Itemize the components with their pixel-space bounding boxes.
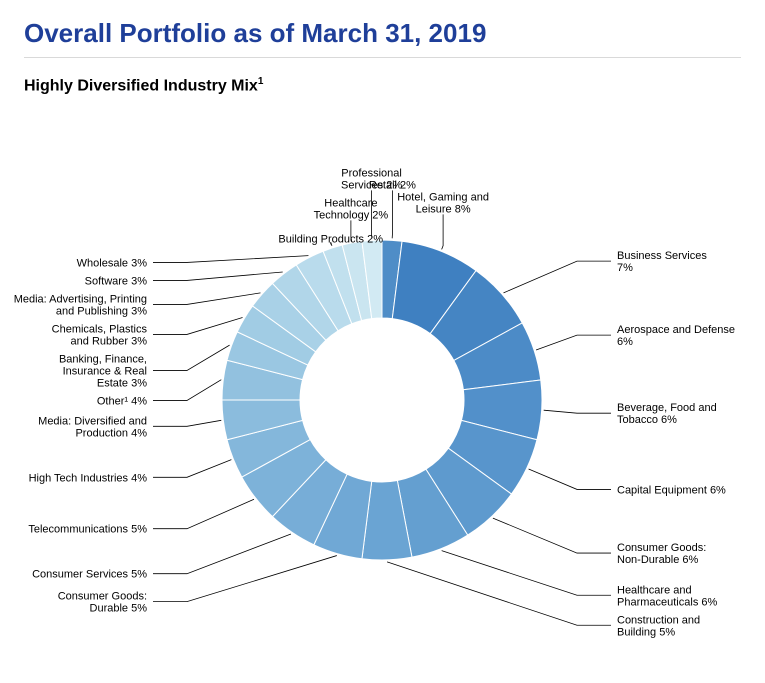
slice-label-line: 6%	[617, 336, 633, 348]
donut-chart: Retail 2%Hotel, Gaming andLeisure 8%Busi…	[0, 120, 765, 680]
slice-label-line: Chemicals, Plastics	[52, 323, 148, 335]
page-title: Overall Portfolio as of March 31, 2019	[24, 18, 741, 49]
slice-label-line: Capital Equipment 6%	[617, 484, 726, 496]
page: Overall Portfolio as of March 31, 2019 H…	[0, 0, 765, 683]
leader-line	[153, 380, 221, 401]
slice-label-line: Professional	[341, 167, 402, 179]
leader-line	[153, 556, 337, 602]
slice-label: High Tech Industries 4%	[29, 472, 148, 484]
slice-label-line: and Publishing 3%	[56, 305, 147, 317]
slice-label: Banking, Finance,Insurance & RealEstate …	[59, 353, 147, 389]
leader-line	[504, 261, 611, 293]
page-subtitle: Highly Diversified Industry Mix1	[24, 76, 741, 95]
slice-label-line: Insurance & Real	[63, 365, 147, 377]
slice-label: Telecommunications 5%	[28, 524, 147, 536]
slice-label: ProfessionalServices 2%	[341, 167, 402, 191]
leader-line	[153, 256, 308, 263]
leader-line	[153, 499, 254, 528]
subtitle-superscript: 1	[258, 76, 264, 87]
slice-label-line: Building Products 2%	[278, 233, 383, 245]
slice-label: Consumer Services 5%	[32, 569, 147, 581]
slice-label-line: Consumer Goods:	[58, 591, 147, 603]
leader-line	[153, 293, 260, 305]
slice-label: Media: Advertising, Printingand Publishi…	[14, 293, 148, 317]
slice-label-line: High Tech Industries 4%	[29, 472, 148, 484]
slice-label: Building Products 2%	[278, 233, 383, 245]
slice-label: HealthcareTechnology 2%	[314, 197, 389, 221]
slice-label: Healthcare andPharmaceuticals 6%	[617, 584, 717, 608]
title-rule	[24, 57, 741, 58]
slice-label-line: Estate 3%	[97, 377, 147, 389]
leader-line	[153, 345, 230, 370]
slice-label-line: Leisure 8%	[416, 203, 471, 215]
slice-label-line: Media: Advertising, Printing	[14, 293, 147, 305]
slice-label-line: Durable 5%	[90, 603, 148, 615]
slice-label-line: Technology 2%	[314, 209, 389, 221]
slice-label: Consumer Goods:Non-Durable 6%	[617, 542, 706, 566]
slice-label: Business Services7%	[617, 250, 707, 274]
leader-line	[493, 518, 611, 553]
slice-label-line: Business Services	[617, 250, 707, 262]
slice-label: Wholesale 3%	[77, 257, 148, 269]
slice-label: Aerospace and Defense6%	[617, 324, 735, 348]
slice-label: Beverage, Food andTobacco 6%	[617, 402, 717, 426]
leader-line	[529, 469, 611, 489]
slice-label-line: Pharmaceuticals 6%	[617, 596, 717, 608]
leader-line	[153, 420, 221, 426]
leader-line	[387, 562, 611, 625]
slice-label: Hotel, Gaming andLeisure 8%	[397, 191, 489, 215]
slice-label-line: Media: Diversified and	[38, 415, 147, 427]
slice-label-line: Hotel, Gaming and	[397, 191, 489, 203]
slice-label: Other¹ 4%	[97, 395, 147, 407]
leader-line	[153, 272, 283, 280]
slice-label-line: Healthcare and	[617, 584, 692, 596]
leader-line	[544, 410, 611, 413]
slice-label: Construction andBuilding 5%	[617, 614, 700, 638]
slice-label-line: Consumer Goods:	[617, 542, 706, 554]
slice-label-line: Production 4%	[75, 427, 147, 439]
leader-line	[153, 318, 243, 335]
slice-label-line: Non-Durable 6%	[617, 554, 699, 566]
slice-label-line: Aerospace and Defense	[617, 324, 735, 336]
leader-line	[442, 214, 443, 249]
slice-label: Capital Equipment 6%	[617, 484, 726, 496]
slice-label-line: Tobacco 6%	[617, 414, 677, 426]
slice-label-line: and Rubber 3%	[71, 335, 148, 347]
leader-line	[536, 335, 611, 350]
slice-label-line: Software 3%	[85, 275, 148, 287]
slice-label: Consumer Goods:Durable 5%	[58, 591, 147, 615]
slice-label-line: Healthcare	[324, 197, 377, 209]
slice-label-line: Consumer Services 5%	[32, 569, 147, 581]
slice-label: Software 3%	[85, 275, 148, 287]
donut-svg: Retail 2%Hotel, Gaming andLeisure 8%Busi…	[0, 120, 765, 680]
subtitle-text: Highly Diversified Industry Mix	[24, 77, 258, 94]
leader-line	[153, 460, 231, 478]
slice-label-line: Beverage, Food and	[617, 402, 717, 414]
slice-label-line: Telecommunications 5%	[28, 524, 147, 536]
slice-label: Chemicals, Plasticsand Rubber 3%	[52, 323, 148, 347]
slice-label-line: Wholesale 3%	[77, 257, 148, 269]
slice-label-line: Other¹ 4%	[97, 395, 147, 407]
slice-label-line: 7%	[617, 262, 633, 274]
slice-label-line: Building 5%	[617, 626, 675, 638]
leader-line	[153, 534, 291, 574]
slice-label: Media: Diversified andProduction 4%	[38, 415, 147, 439]
slice-label-line: Services 2%	[341, 179, 402, 191]
slice-label-line: Banking, Finance,	[59, 353, 147, 365]
slice-label-line: Construction and	[617, 614, 700, 626]
